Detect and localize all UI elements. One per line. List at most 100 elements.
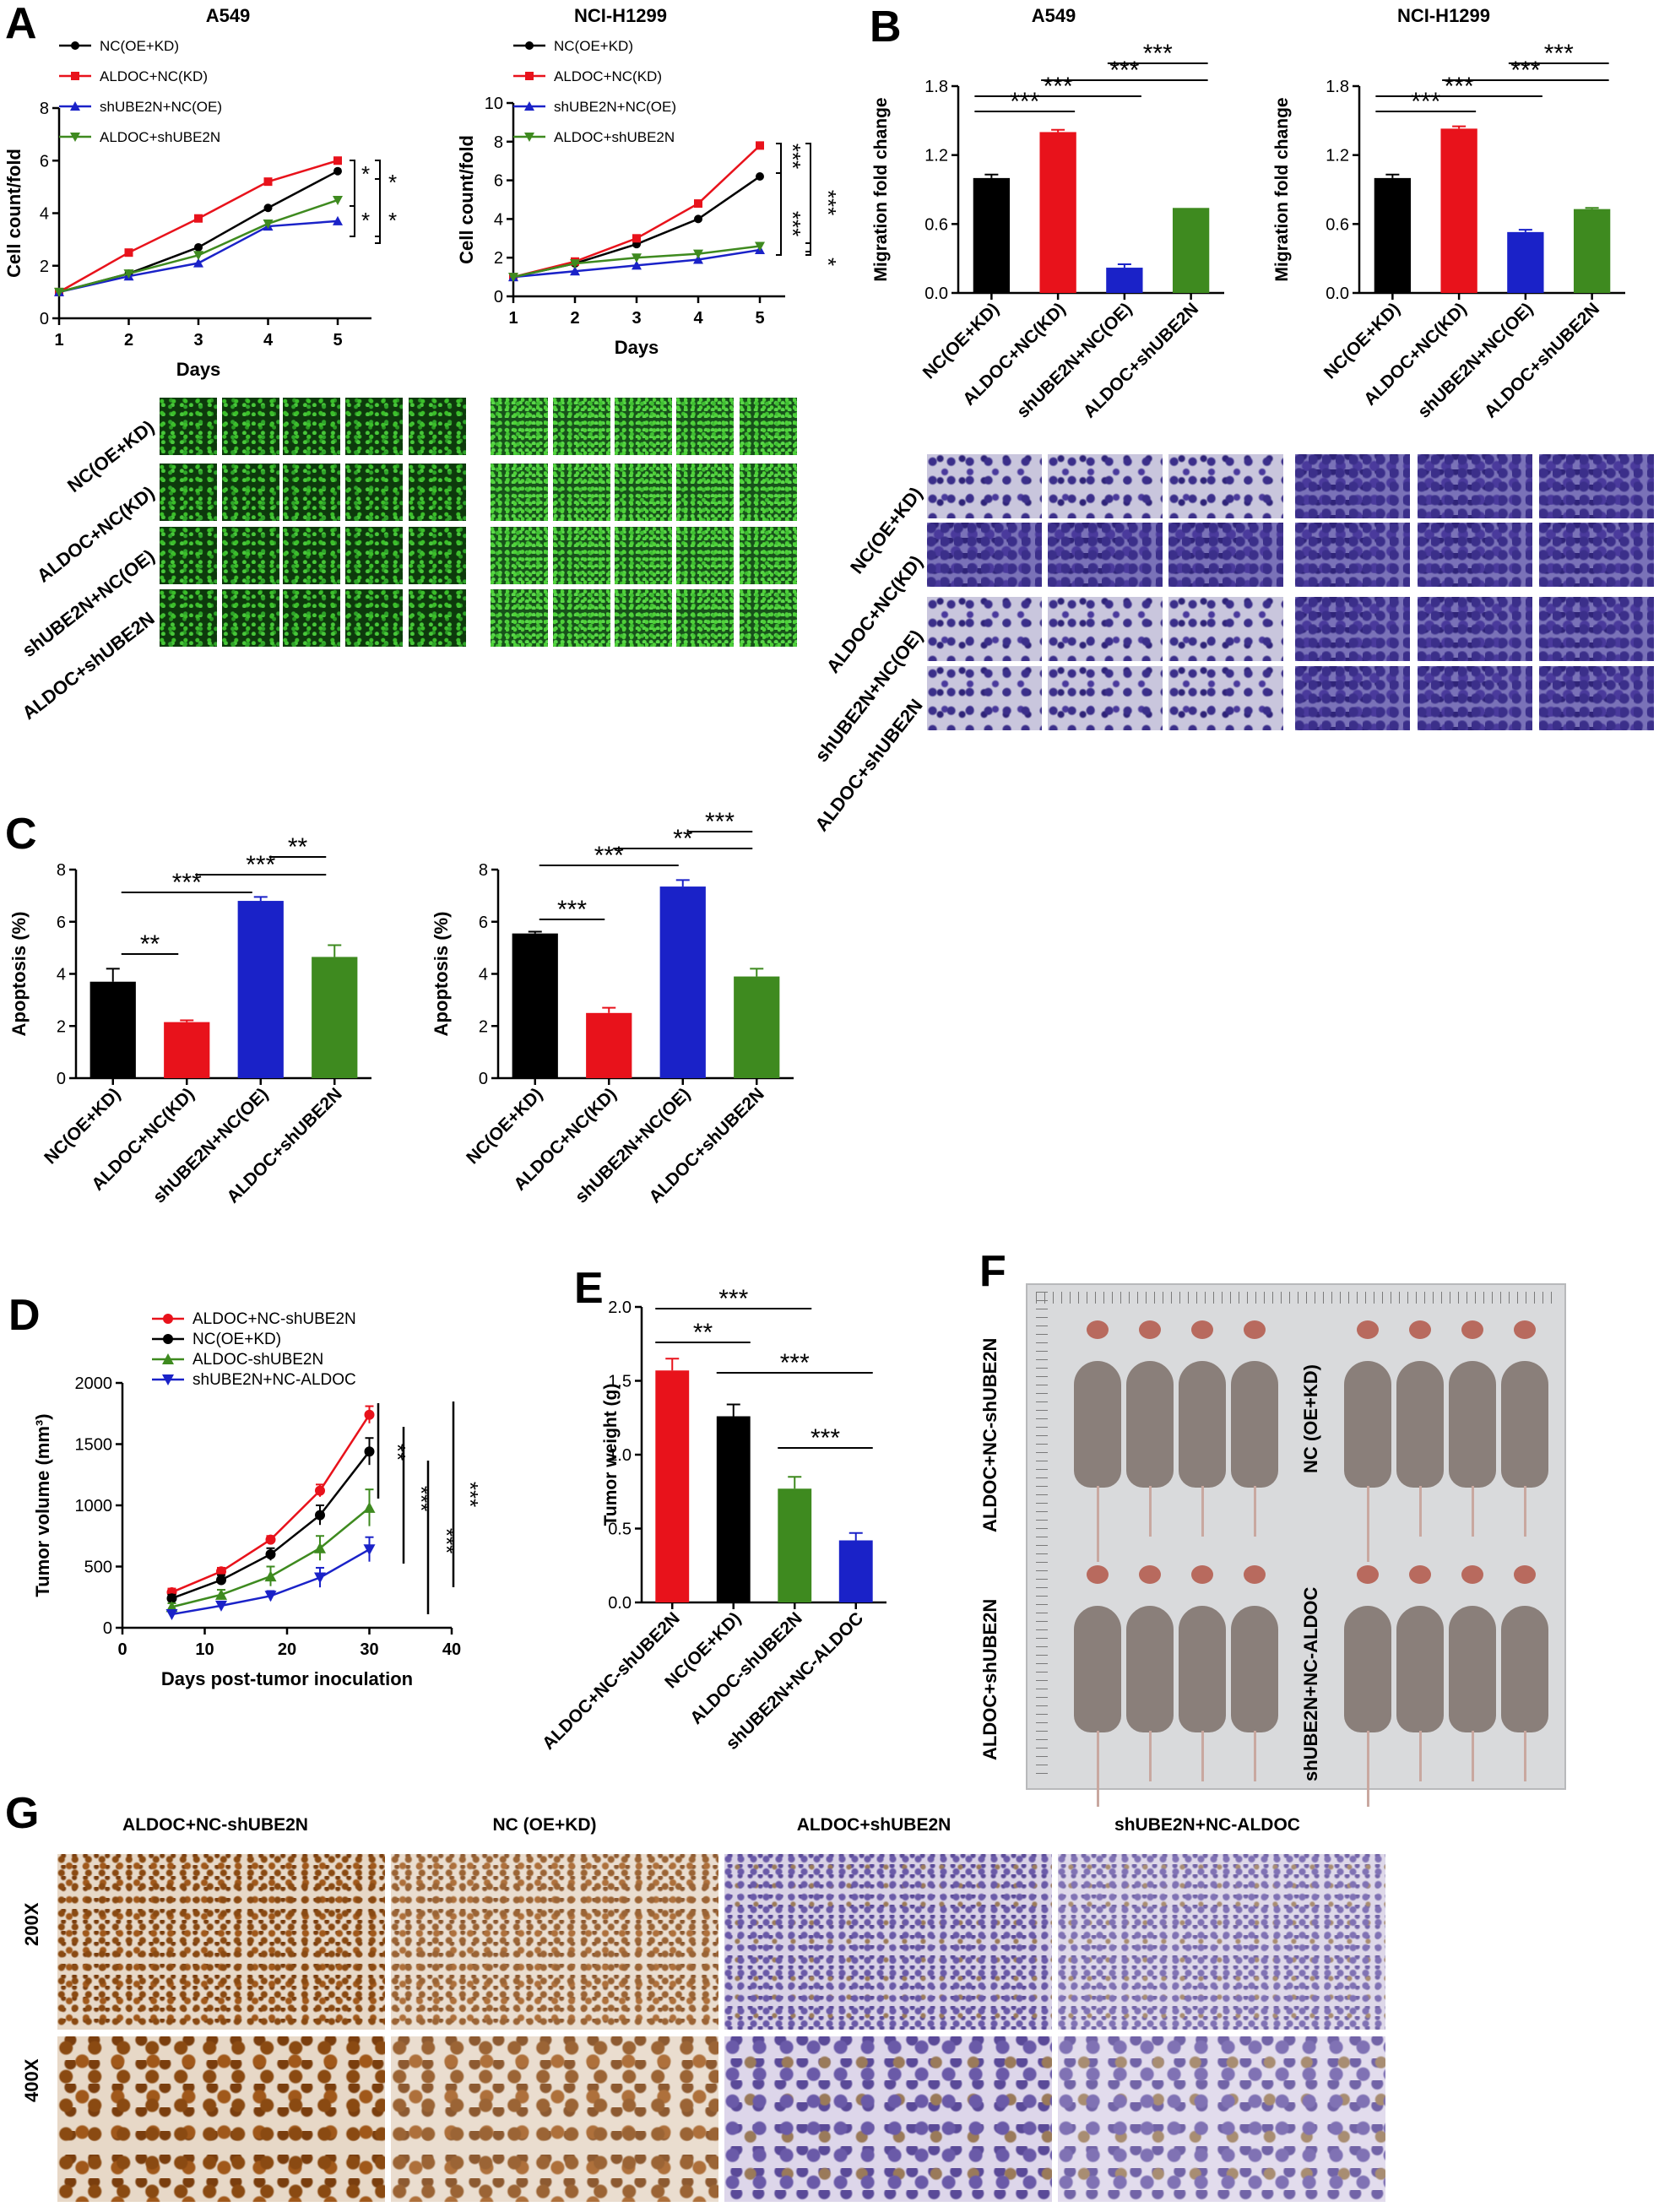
data-point xyxy=(215,1600,227,1612)
a-micrograph xyxy=(675,397,735,456)
a-micrograph xyxy=(221,588,280,648)
legend-marker xyxy=(524,101,534,111)
legend-marker xyxy=(70,101,80,111)
a-micrograph xyxy=(408,463,467,522)
a-micrograph xyxy=(282,588,341,648)
a-micrograph xyxy=(282,526,341,585)
bar xyxy=(734,976,780,1078)
x-tick-label: 5 xyxy=(333,331,342,350)
significance-label: *** xyxy=(246,851,275,879)
bar xyxy=(659,886,706,1078)
mouse-tail xyxy=(1097,1486,1099,1562)
y-tick-label: 1.8 xyxy=(924,78,948,96)
y-tick-label: 4 xyxy=(494,210,503,229)
y-tick-label: 2.0 xyxy=(608,1298,632,1317)
data-point xyxy=(632,260,642,270)
mice-label-g1: ALDOC+NC-shUBE2N xyxy=(979,1337,1000,1532)
panel-letter-d: D xyxy=(8,1291,41,1340)
data-point xyxy=(54,287,64,297)
mice-label-g4: shUBE2N+NC-ALDOC xyxy=(1300,1586,1321,1781)
y-tick-label: 1.0 xyxy=(608,1446,632,1465)
b-micrograph xyxy=(1294,453,1411,519)
legend-label: shUBE2N+NC(OE) xyxy=(554,99,676,115)
y-tick-label: 2 xyxy=(479,1017,488,1036)
legend-label: ALDOC+NC(KD) xyxy=(554,68,662,84)
tumor xyxy=(1244,1320,1266,1339)
a-micrograph xyxy=(675,463,735,522)
data-point xyxy=(215,1588,227,1600)
y-axis-label: Apoptosis (%) xyxy=(431,912,452,1037)
legend-marker xyxy=(525,41,534,50)
mouse xyxy=(1179,1361,1226,1488)
a-micrograph xyxy=(221,526,280,585)
bar xyxy=(312,957,358,1078)
significance-label: ** xyxy=(673,825,693,853)
mouse xyxy=(1126,1361,1174,1488)
x-tick-label: 0 xyxy=(117,1640,127,1659)
category-label: ALDOC+shUBE2N xyxy=(1481,299,1603,421)
data-point xyxy=(315,1485,325,1496)
data-point xyxy=(694,199,702,209)
y-tick-label: 0 xyxy=(479,1070,488,1088)
panel-letter-c: C xyxy=(5,810,37,859)
data-point xyxy=(694,214,702,224)
mouse xyxy=(1501,1606,1548,1732)
data-point xyxy=(263,177,273,187)
tumor xyxy=(1139,1565,1161,1584)
b-micrograph xyxy=(1538,665,1655,731)
a-micrograph xyxy=(159,463,218,522)
data-point xyxy=(333,195,343,205)
tumor xyxy=(1514,1320,1536,1339)
significance-label: *** xyxy=(718,1285,748,1313)
legend-label: NC(OE+KD) xyxy=(100,38,179,54)
data-point xyxy=(755,241,765,252)
x-tick-label: 1 xyxy=(54,331,63,350)
data-point xyxy=(193,258,203,268)
category-label: ALDOC+shUBE2N xyxy=(1080,299,1202,421)
a-micrograph xyxy=(552,588,611,648)
chart-e: 0.0 0.5 1.0 1.5 2.0 Tumor weight (g) ALDOC+NC-… xyxy=(539,1285,886,1754)
ihc-200x-g4 xyxy=(1058,1854,1385,2030)
data-point xyxy=(508,273,518,283)
a-row-label: shUBE2N+NC(OE) xyxy=(18,545,159,662)
y-tick-label: 0.6 xyxy=(1326,215,1349,234)
significance-label: * xyxy=(816,258,841,266)
y-tick-label: 0 xyxy=(103,1619,112,1638)
data-point xyxy=(314,1572,326,1584)
bar xyxy=(778,1488,812,1602)
tumor xyxy=(1461,1320,1483,1339)
ihc-col-4: shUBE2N+NC-ALDOC xyxy=(1114,1815,1300,1835)
b-micrograph xyxy=(1417,665,1533,731)
ihc-col-3: ALDOC+shUBE2N xyxy=(796,1815,951,1835)
tumor xyxy=(1409,1320,1431,1339)
significance-label: *** xyxy=(780,1349,810,1377)
data-point xyxy=(333,166,342,176)
category-label: NC(OE+KD) xyxy=(41,1084,124,1168)
mouse-tail xyxy=(1254,1486,1256,1537)
x-tick-label: 10 xyxy=(195,1640,214,1659)
a-micrograph xyxy=(614,526,673,585)
y-tick-label: 0.0 xyxy=(1326,285,1349,303)
bar xyxy=(1106,268,1143,293)
significance-label: ** xyxy=(385,1444,410,1461)
ihc-row-200x: 200X xyxy=(21,1902,42,1946)
ihc-400x-g1 xyxy=(57,2036,385,2202)
data-point xyxy=(123,269,134,279)
y-axis-label: Migration fold change xyxy=(1272,97,1292,281)
data-point xyxy=(124,248,133,258)
mouse-tail xyxy=(1367,1486,1369,1562)
mouse xyxy=(1344,1606,1391,1732)
a-micrograph xyxy=(159,397,218,456)
legend-marker xyxy=(162,1353,174,1364)
a-micrograph xyxy=(490,588,549,648)
bracket xyxy=(776,172,782,256)
b-micrograph xyxy=(926,596,1043,662)
significance-label: *** xyxy=(705,808,735,836)
bar xyxy=(237,901,284,1078)
x-tick-label: 2 xyxy=(124,331,133,350)
tumor xyxy=(1409,1565,1431,1584)
y-tick-label: 6 xyxy=(479,914,488,932)
significance-label: *** xyxy=(1445,73,1474,100)
category-label: ALDOC-shUBE2N xyxy=(686,1608,806,1728)
